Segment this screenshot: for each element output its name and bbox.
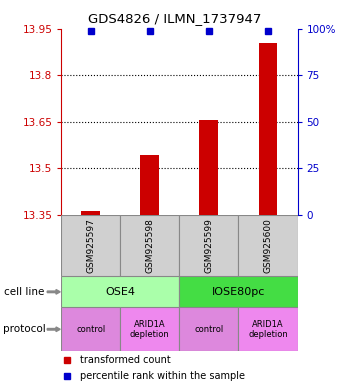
Text: GSM925598: GSM925598	[145, 218, 154, 273]
Text: control: control	[194, 325, 224, 334]
Bar	[238, 215, 298, 276]
Bar	[81, 211, 100, 215]
Text: GSM925600: GSM925600	[264, 218, 272, 273]
Bar	[259, 43, 278, 215]
Text: OSE4: OSE4	[105, 287, 135, 297]
Bar	[238, 307, 298, 351]
Text: GDS4826 / ILMN_1737947: GDS4826 / ILMN_1737947	[88, 12, 262, 25]
Bar	[61, 307, 120, 351]
Bar	[61, 215, 120, 276]
Bar	[120, 215, 179, 276]
Bar	[199, 120, 218, 215]
Text: percentile rank within the sample: percentile rank within the sample	[80, 371, 245, 381]
Bar	[180, 276, 298, 307]
Text: cell line: cell line	[4, 287, 44, 297]
Text: GSM925597: GSM925597	[86, 218, 95, 273]
Bar	[120, 307, 179, 351]
Text: GSM925599: GSM925599	[204, 218, 214, 273]
Text: IOSE80pc: IOSE80pc	[212, 287, 265, 297]
Text: protocol: protocol	[4, 324, 46, 334]
Text: control: control	[76, 325, 105, 334]
Text: ARID1A
depletion: ARID1A depletion	[248, 319, 288, 339]
Bar	[61, 276, 180, 307]
Bar	[180, 215, 238, 276]
Bar	[140, 154, 159, 215]
Text: transformed count: transformed count	[80, 354, 171, 364]
Text: ARID1A
depletion: ARID1A depletion	[130, 319, 170, 339]
Bar	[180, 307, 238, 351]
